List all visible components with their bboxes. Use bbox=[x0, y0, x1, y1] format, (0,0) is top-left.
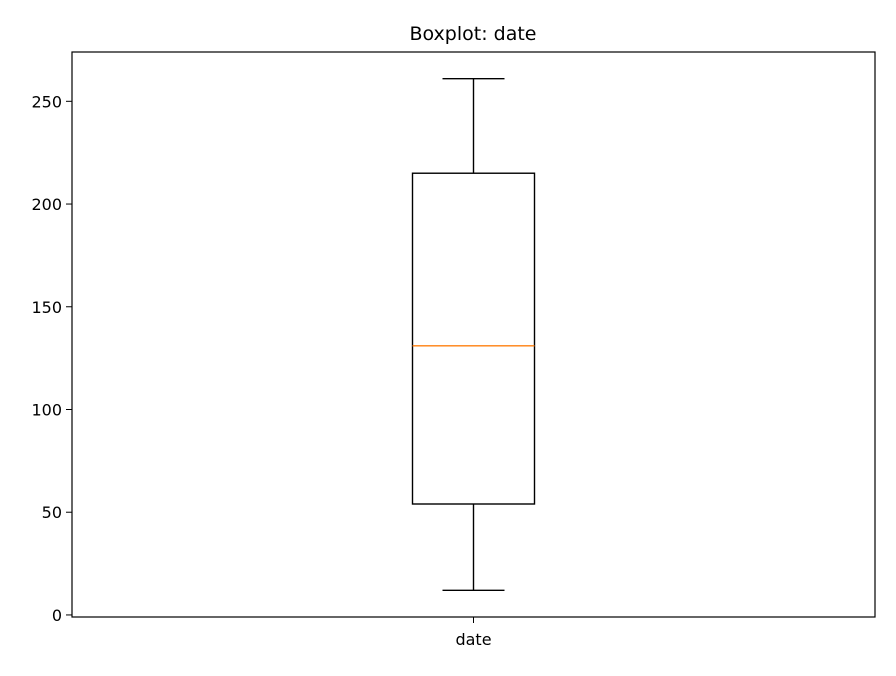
y-tick-label: 50 bbox=[42, 503, 62, 522]
interquartile-box bbox=[411, 172, 536, 505]
x-tick-label: date bbox=[455, 630, 491, 649]
box-date bbox=[411, 78, 536, 591]
chart-title: Boxplot: date bbox=[409, 23, 536, 45]
y-axis: 0 50 100 150 200 250 bbox=[31, 92, 72, 625]
y-tick-label: 200 bbox=[31, 195, 62, 214]
x-axis: date bbox=[455, 617, 492, 649]
y-tick-label: 150 bbox=[31, 298, 62, 317]
box-series bbox=[411, 78, 536, 591]
y-tick-label: 0 bbox=[52, 606, 62, 625]
y-tick-label: 100 bbox=[31, 400, 62, 419]
y-tick-label: 250 bbox=[31, 92, 62, 111]
